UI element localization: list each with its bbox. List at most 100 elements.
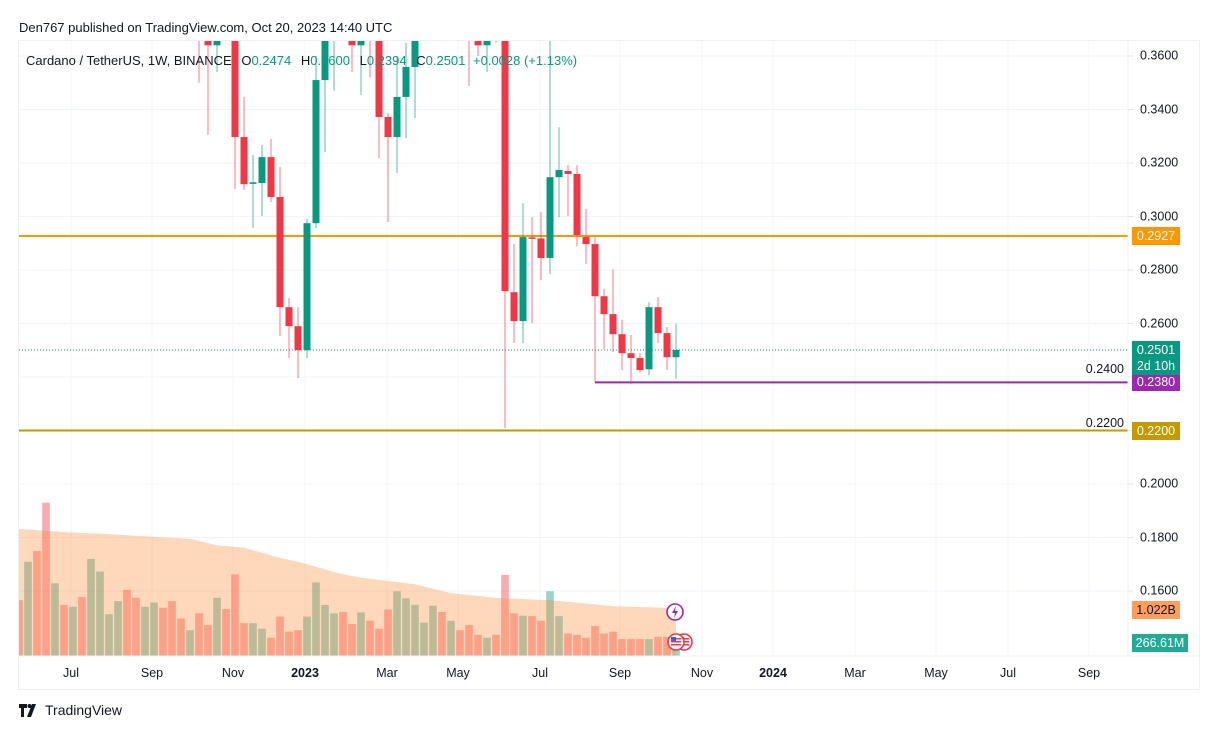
volume-bar — [510, 613, 518, 656]
volume-bar — [258, 628, 266, 656]
volume-pane — [19, 502, 680, 656]
volume-bar — [393, 591, 401, 656]
volume-bar — [591, 625, 599, 656]
candle — [466, 3, 473, 86]
volume-bar — [492, 634, 500, 656]
volume-bar — [375, 628, 383, 656]
volume-bar — [456, 630, 464, 656]
price-tick-label: 0.1800 — [1140, 530, 1179, 544]
volume-ma-tag: 1.022B — [1132, 601, 1180, 619]
volume-bar — [132, 597, 140, 656]
volume-bar — [42, 502, 50, 656]
volume-bar — [537, 620, 545, 656]
candle-body — [546, 177, 554, 258]
volume-bar — [276, 616, 284, 656]
candle-body — [636, 358, 644, 371]
us-flag-icon — [667, 633, 685, 651]
volume-bar — [636, 639, 644, 656]
candle-body — [537, 238, 545, 258]
volume-bar — [114, 601, 122, 656]
candle-body — [258, 157, 266, 184]
candle — [249, 154, 257, 229]
candle-body — [285, 307, 293, 327]
volume-bar — [330, 613, 338, 656]
candle-body — [645, 307, 653, 370]
price-tick-label: 0.3400 — [1140, 102, 1179, 116]
event-icons[interactable] — [666, 603, 693, 651]
price-tick-label: 0.2600 — [1140, 316, 1179, 330]
candle-body — [672, 349, 680, 358]
candle — [609, 269, 617, 353]
volume-bar — [285, 631, 293, 656]
volume-bar — [645, 639, 653, 656]
volume-last-tag: 266.61M — [1132, 634, 1188, 652]
candle — [474, 41, 482, 56]
volume-bar — [357, 612, 365, 656]
time-tick-label: 2024 — [759, 666, 787, 680]
horizontal-lines[interactable] — [19, 235, 1128, 432]
volume-bar — [366, 620, 374, 656]
time-tick-label: Nov — [690, 666, 714, 680]
volume-bar — [312, 582, 320, 656]
open-label: O — [241, 53, 252, 68]
candle — [321, 41, 329, 153]
volume-bar — [123, 589, 131, 656]
candle — [276, 167, 284, 337]
candle — [384, 112, 392, 223]
time-tick-label: May — [446, 666, 470, 680]
volume-bar — [204, 625, 212, 656]
volume-bar — [501, 574, 509, 656]
candle — [375, 41, 383, 159]
candle-body — [312, 80, 320, 224]
volume-bar — [663, 636, 671, 656]
volume-bar — [600, 633, 608, 656]
candle-body — [348, 41, 356, 46]
volume-bar — [87, 558, 95, 656]
volume-bar — [411, 604, 419, 656]
close-value: 0.2501 — [425, 53, 466, 68]
time-tick-label: Nov — [221, 666, 245, 680]
candles — [196, 0, 680, 429]
candle-body — [600, 296, 608, 315]
volume-bar — [231, 574, 239, 656]
tradingview-brand[interactable]: TradingView — [19, 702, 122, 718]
candle — [348, 41, 356, 73]
candle-body — [474, 41, 482, 46]
volume-bar — [546, 591, 554, 656]
volume-bar — [555, 616, 563, 656]
volume-bar — [267, 637, 275, 656]
candle-body — [510, 292, 518, 322]
lightning-icon — [666, 603, 684, 621]
candle-body — [493, 16, 500, 35]
volume-bar — [168, 601, 176, 656]
candle-body — [466, 3, 473, 30]
symbol-legend: Cardano / TetherUS, 1W, BINANCE O0.2474 … — [26, 53, 577, 68]
volume-bar — [33, 550, 41, 656]
candle — [483, 41, 491, 73]
candle-body — [213, 41, 221, 46]
candle-body — [267, 157, 275, 197]
candle-body — [411, 41, 419, 67]
candle — [411, 41, 419, 119]
candle — [600, 288, 608, 350]
candle — [663, 326, 671, 371]
volume-bar — [303, 616, 311, 656]
candle-body — [240, 137, 248, 185]
low-value: 0.2394 — [366, 53, 407, 68]
low-label: L — [359, 53, 367, 68]
candle-body — [331, 3, 338, 30]
published-caption: Den767 published on TradingView.com, Oct… — [19, 20, 393, 35]
candle-body — [375, 41, 383, 117]
candle-body — [196, 0, 203, 16]
volume-bar — [384, 609, 392, 656]
volume-bar — [321, 604, 329, 656]
candle-body — [663, 333, 671, 358]
candle — [546, 41, 554, 275]
price-tick-label: 0.2200 — [1085, 415, 1124, 430]
symbol-name[interactable]: Cardano / TetherUS, 1W, BINANCE — [26, 53, 232, 68]
volume-bar — [78, 596, 86, 656]
volume-bar — [240, 623, 248, 656]
price-tick-label: 0.2000 — [1140, 476, 1179, 491]
candle-body — [582, 237, 590, 245]
